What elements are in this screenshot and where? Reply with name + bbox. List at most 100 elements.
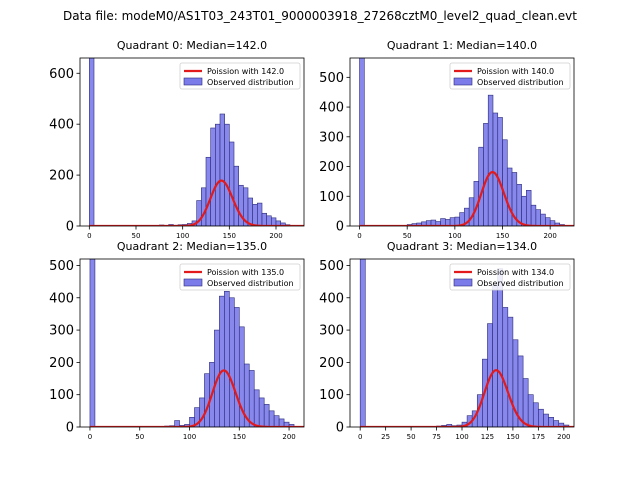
histogram-bar [492,112,499,226]
histogram-bar [219,113,225,226]
histogram-bar [487,94,494,226]
y-tick-label: 100 [319,190,344,205]
x-tick-label: 150 [233,433,246,441]
legend: Poission with 135.0 Observed distribution [179,263,301,291]
histogram-bar [199,397,205,427]
panel-quadrant-1: Quadrant 1: Median=140.00100200300400500… [319,39,575,240]
histogram-bar [215,123,221,226]
y-tick-label: 0 [336,421,344,436]
y-tick-label: 400 [49,118,74,133]
histogram-bar [233,165,239,226]
legend-box [449,62,571,90]
x-tick-label: 150 [223,232,236,240]
histogram-bar [497,268,504,427]
panel-title: Quadrant 0: Median=142.0 [117,39,267,52]
histogram-bar [271,217,277,226]
histogram-bar [538,408,544,427]
x-tick-label: 200 [543,232,556,240]
legend-observed-label: Observed distribution [207,279,294,288]
legend-bar-swatch [453,77,473,86]
y-tick-label: 200 [319,356,344,371]
histogram-bar [545,217,551,226]
legend-fit-label: Poission with 140.0 [477,67,554,76]
figure-title: Data file: modeM0/AS1T03_243T01_90000039… [63,9,577,23]
histogram-bar [248,370,255,427]
x-tick-label: 0 [87,232,91,240]
x-tick-label: 150 [506,433,519,441]
y-tick-label: 600 [49,67,74,82]
histogram-bar [89,259,96,427]
histogram-bar [210,127,216,226]
histogram-bar [502,307,509,427]
histogram-bar [234,307,240,427]
x-tick-label: 100 [183,433,196,441]
x-tick-label: 25 [381,433,390,441]
x-tick-label: 200 [557,433,570,441]
histogram-bar [526,190,532,226]
legend-observed-label: Observed distribution [477,279,564,288]
histogram-bar [238,184,244,226]
histogram-bar [543,413,549,427]
axes-frame [79,258,305,428]
histogram-bar [522,378,529,427]
y-tick-label: 400 [319,101,344,116]
histogram-bar [252,204,258,226]
y-tick-label: 0 [336,220,344,235]
legend-observed-label: Observed distribution [477,78,564,87]
x-tick-label: 0 [358,433,362,441]
histogram-bar [266,215,272,226]
x-tick-label: 0 [357,232,361,240]
legend-fit-label: Poission with 134.0 [477,268,554,277]
x-tick-label: 100 [455,433,468,441]
histogram-bar [483,123,489,226]
legend-bar-swatch [183,77,203,86]
histogram-bar [506,167,513,226]
histogram-bar [268,410,275,427]
axes-frame [79,57,305,227]
histogram-bar [89,58,95,226]
legend: Poission with 142.0 Observed distribution [179,62,301,90]
histogram-bar [224,291,230,427]
y-tick-label: 500 [49,259,74,274]
y-tick-label: 300 [49,324,74,339]
histogram-bar [229,141,235,226]
histogram-bar [261,212,267,226]
y-tick-label: 400 [49,291,74,306]
y-tick-label: 300 [319,130,344,145]
y-tick-label: 400 [319,291,344,306]
x-tick-label: 125 [481,433,494,441]
histogram-bar [229,297,235,427]
y-tick-label: 0 [66,421,74,436]
histogram-bar [359,259,366,427]
y-tick-label: 500 [319,259,344,274]
histogram-bar [521,195,527,226]
x-tick-label: 50 [403,232,412,240]
legend-box [449,263,571,291]
histogram-bar [273,415,280,427]
histogram-bar [532,402,539,427]
histogram-bar [530,204,537,226]
histogram-bar [548,417,554,427]
x-tick-label: 50 [407,433,416,441]
panel-title: Quadrant 2: Median=135.0 [117,240,267,253]
legend-bar-swatch [453,278,473,287]
y-tick-label: 100 [49,388,74,403]
histogram-bar [507,316,514,427]
x-tick-label: 0 [88,433,92,441]
plot-area [89,259,304,427]
x-tick-label: 100 [448,232,461,240]
histogram-bar [219,295,225,427]
histogram-bar [263,404,270,427]
histogram-bar [359,58,365,226]
x-tick-label: 50 [132,232,141,240]
histogram-bar [535,209,541,226]
y-tick-label: 500 [319,71,344,86]
panel-quadrant-2: Quadrant 2: Median=135.00100200300400500… [49,240,305,441]
legend-observed-label: Observed distribution [207,78,294,87]
legend-box [179,62,301,90]
histogram-bar [204,373,210,427]
x-tick-label: 200 [269,232,282,240]
legend: Poission with 140.0 Observed distribution [449,62,571,90]
plot-area [359,58,574,226]
